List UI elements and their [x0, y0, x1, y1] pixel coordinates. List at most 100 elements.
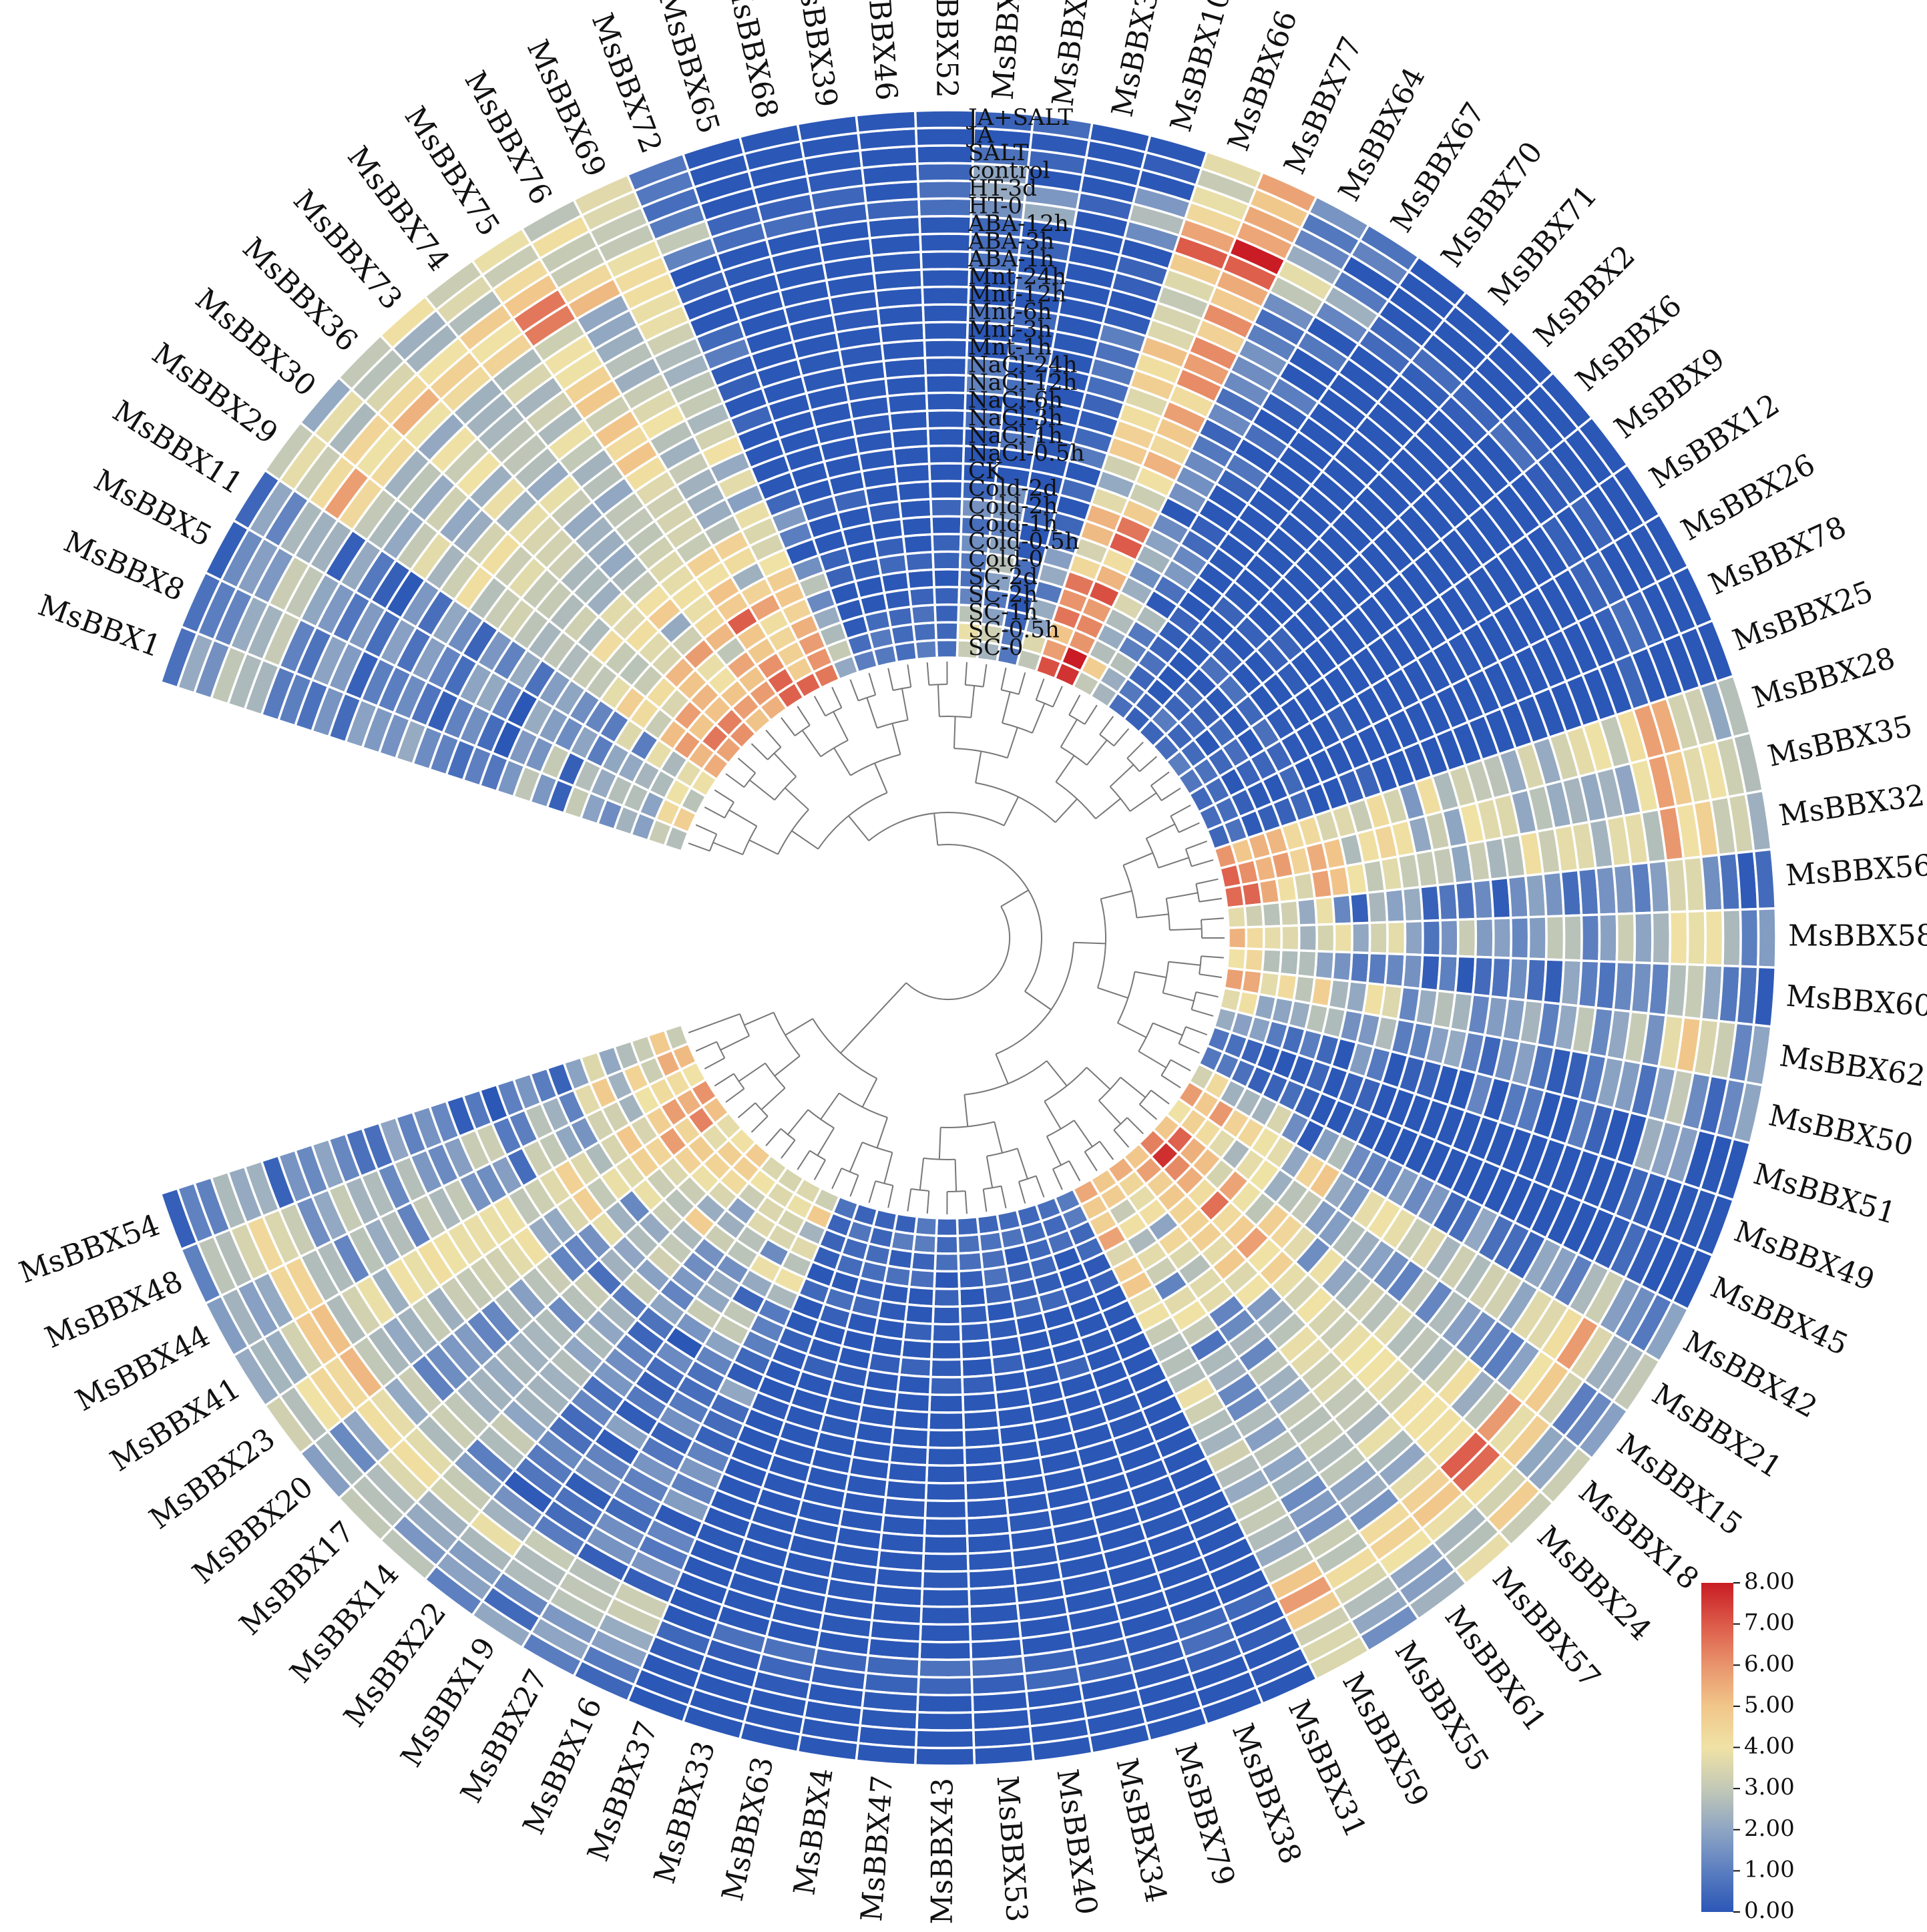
heatmap-cell-MsBBX58-NaCl-6h [1476, 919, 1494, 957]
heatmap-cell-MsBBX43-JA+SALT [915, 1748, 975, 1766]
tree-branch [761, 1088, 785, 1110]
heatmap-cell-MsBBX43-HT-0 [919, 1659, 972, 1677]
tree-branch [1168, 962, 1201, 965]
tree-branch [971, 686, 974, 718]
tree-branch [815, 696, 825, 716]
heatmap-cell-MsBBX58-CK [1405, 921, 1423, 955]
gene-label-MsBBX25: MsBBX25 [1728, 575, 1878, 658]
tree-branch [1118, 1023, 1146, 1037]
tree-branch [1036, 1176, 1044, 1197]
tree-branch [750, 780, 775, 800]
heatmap-cell-MsBBX53-JA+SALT [974, 1744, 1034, 1765]
tree-branch [875, 763, 887, 792]
heatmap-cell-MsBBX58-ABA-12h [1652, 912, 1670, 963]
heatmap-cell-MsBBX43-SC-0.5h [935, 1236, 958, 1254]
tree-branch [785, 1019, 813, 1035]
tree-branch [1163, 993, 1195, 1001]
heatmap-cell-MsBBX43-Cold-1h [931, 1342, 961, 1360]
color-scale-bar [1701, 1583, 1733, 1912]
tree-branch [832, 1168, 841, 1189]
tree-branch [752, 1116, 768, 1132]
tree-branch [738, 1103, 756, 1118]
heatmap-cell-MsBBX47-Cold-0.5h [903, 1322, 933, 1342]
tree-branch [815, 1160, 825, 1180]
tree-branch [1151, 1090, 1169, 1104]
heatmap-cell-MsBBX58-SC-2d [1299, 925, 1317, 951]
heatmap-cell-MsBBX56-Cold-0.5h [1332, 895, 1351, 924]
heatmap-cell-MsBBX58-ABA-1h [1617, 913, 1635, 963]
gene-label-MsBBX40: MsBBX40 [1050, 1767, 1104, 1917]
heatmap-cell-MsBBX52-HT-3d [918, 181, 972, 199]
tree-branch [749, 840, 778, 854]
tree-branch [775, 1056, 800, 1076]
heatmap-cell-MsBBX60-Cold-1h [1350, 953, 1370, 983]
tree-branch [902, 688, 908, 720]
tree-branch [1101, 891, 1132, 899]
heatmap-cell-MsBBX53-Cold-1h [961, 1340, 992, 1359]
heatmap-cell-MsBBX60-SC-0 [1227, 948, 1247, 970]
tree-branch [877, 1118, 887, 1148]
heatmap-cell-MsBBX52-Cold-2h [931, 499, 962, 517]
heatmap-cell-MsBBX43-Mnt-12h [922, 1571, 969, 1589]
heatmap-cell-MsBBX46-SC-2d [907, 569, 934, 589]
heatmap-cell-MsBBX47-JA+SALT [856, 1743, 916, 1765]
tree-branch [1130, 793, 1156, 811]
tree-branch [1146, 824, 1175, 839]
tree-branch [1161, 1075, 1181, 1088]
gene-label-MsBBX8: MsBBX8 [59, 525, 190, 608]
tree-branch [1127, 1118, 1143, 1134]
tree-branch [1099, 1101, 1121, 1124]
heatmap-cell-MsBBX47-SC-0 [915, 1216, 937, 1236]
gene-label-MsBBX58: MsBBX58 [1788, 919, 1927, 953]
tree-join [906, 907, 1010, 999]
heatmap-cell-MsBBX58-SC-0.5h [1246, 927, 1264, 949]
tree-branch [996, 1054, 1008, 1083]
tree-branch [1201, 918, 1224, 919]
tree-branch [1170, 929, 1202, 930]
heatmap-cell-MsBBX56-Cold-0 [1315, 897, 1334, 925]
tree-branch [781, 1140, 795, 1158]
color-scale-tick-label: 0.00 [1744, 1897, 1795, 1924]
heatmap-cell-MsBBX58-NaCl-12h [1493, 918, 1511, 958]
color-scale-tick-label: 5.00 [1744, 1692, 1795, 1718]
heatmap-cell-MsBBX46-Cold-0.5h [903, 534, 933, 554]
tree-branch [869, 1181, 876, 1203]
heatmap-cell-MsBBX47-SC-2d [907, 1287, 934, 1306]
heatmap-cell-MsBBX43-CK [929, 1395, 964, 1413]
gene-label-MsBBX33: MsBBX33 [648, 1737, 722, 1887]
heatmap-cell-MsBBX47-Cold-0 [905, 1304, 933, 1324]
gene-label-MsBBX13: MsBBX13 [1046, 0, 1100, 108]
color-scale-tick-label: 3.00 [1744, 1774, 1795, 1800]
heatmap-cell-MsBBX43-NaCl-3h [927, 1447, 966, 1465]
heatmap-cell-MsBBX56-SC-2d [1297, 899, 1317, 925]
heatmap-cell-MsBBX53-Cold-0.5h [960, 1322, 990, 1342]
heatmap-cell-MsBBX53-Cold-2h [961, 1357, 994, 1377]
gene-label-MsBBX60: MsBBX60 [1785, 979, 1927, 1024]
tree-branch [1036, 679, 1044, 700]
heatmap-cell-MsBBX43-NaCl-0.5h [929, 1412, 964, 1430]
tree-branch [1002, 692, 1010, 724]
heatmap-cell-MsBBX58-SALT [1723, 910, 1741, 967]
tree-branch [714, 790, 734, 802]
tree-branch [752, 744, 768, 760]
heatmap-cell-MsBBX43-Mnt-6h [923, 1553, 968, 1572]
tree-branch [1186, 841, 1207, 849]
tree-branch [984, 1189, 987, 1212]
tree-branch [849, 816, 869, 840]
heatmap-cell-MsBBX52-CK [929, 463, 964, 481]
tree-branch [934, 813, 937, 845]
tree-branch [1158, 858, 1189, 868]
heatmap-cell-MsBBX52-NaCl-1h [928, 428, 965, 446]
tree-branch [907, 665, 911, 688]
heatmap-cell-MsBBX58-Mnt-1h [1528, 917, 1546, 959]
tree-branch [927, 662, 929, 685]
heatmap-cell-MsBBX46-SC-1h [911, 605, 936, 624]
tree-branch [1096, 798, 1120, 818]
heatmap-cell-MsBBX43-control [917, 1694, 973, 1712]
tree-branch [867, 698, 877, 728]
tree-branch [1087, 1067, 1110, 1090]
heatmap-cell-MsBBX52-NaCl-3h [927, 411, 966, 429]
tree-branch [938, 684, 939, 716]
tree-branch [1018, 1148, 1028, 1179]
tree-branch [1179, 823, 1200, 832]
